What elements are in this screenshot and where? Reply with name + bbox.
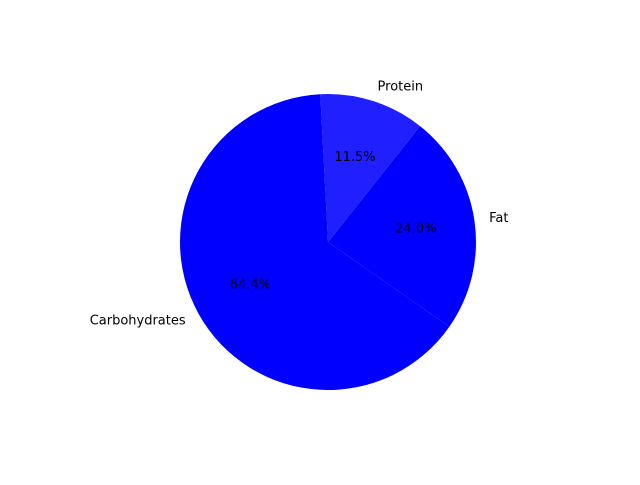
pie-slice-protein [320,94,421,243]
slice-percent-fat: 24.0% [395,222,436,237]
pie-slices [180,94,477,390]
pie-slice-fat [328,126,477,327]
slice-percent-protein: 11.5% [334,150,375,165]
slice-percent-carbohydrates: 64.4% [230,278,271,293]
pie-labels: Carbohydrates 64.4% Fat 24.0% Protein 11.5% [90,79,509,328]
slice-label-carbohydrates: Carbohydrates [90,314,186,329]
pie-slice-carbohydrates [180,94,450,390]
slice-label-fat: Fat [489,211,508,226]
slice-label-protein: Protein [378,79,424,94]
